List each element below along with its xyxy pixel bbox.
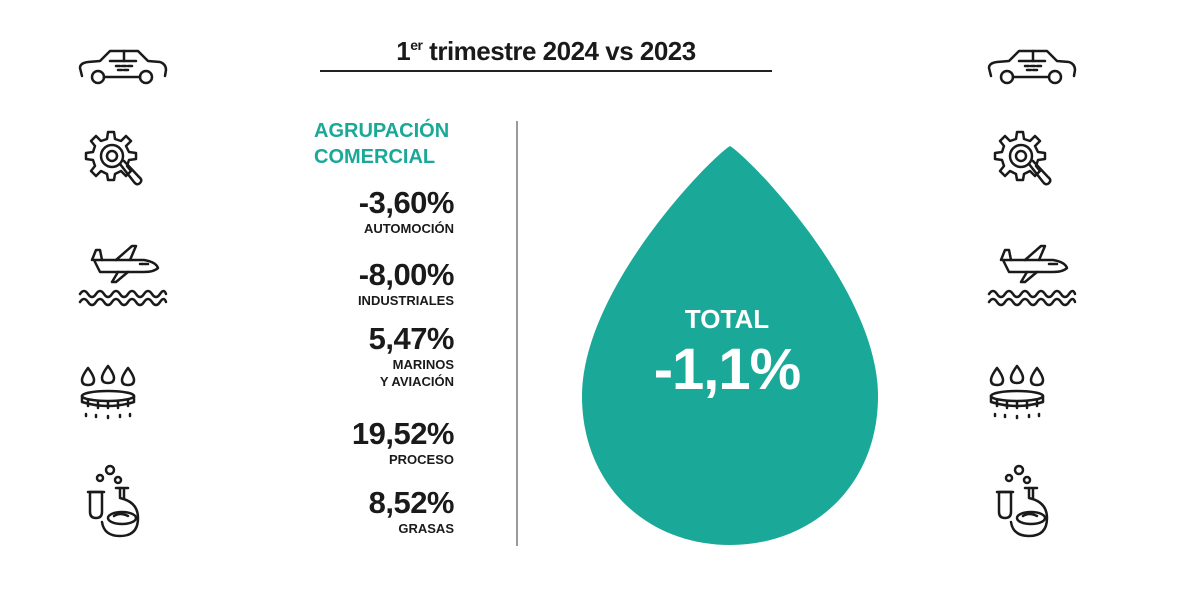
drop-fill: [582, 146, 878, 545]
item-value: 19,52%: [351, 416, 455, 451]
gear-search-icon: [993, 130, 1052, 186]
item-marinos-aviacion: 5,47% MARINOS Y AVIACIÓN: [300, 321, 455, 390]
item-label-line-1: MARINOS: [392, 357, 454, 372]
item-value: -8,00%: [358, 257, 455, 292]
title-superscript: er: [410, 37, 423, 53]
car-icon: [78, 49, 168, 85]
page-title: 1er trimestre 2024 vs 2023: [396, 36, 696, 66]
item-label-line-2: Y AVIACIÓN: [379, 374, 454, 389]
item-value: -3,60%: [358, 185, 455, 220]
item-proceso: 19,52% PROCESO: [300, 416, 455, 468]
item-label: GRASAS: [398, 521, 454, 536]
item-label: INDUSTRIALES: [357, 293, 454, 308]
drop-shape: [582, 146, 878, 545]
total-value: -1,1%: [653, 337, 802, 402]
heading-line-2: COMERCIAL: [314, 146, 436, 168]
lab-flask-icon: [995, 464, 1049, 538]
item-value: 5,47%: [368, 321, 455, 356]
title-underline: [320, 70, 772, 72]
item-label: AUTOMOCIÓN: [363, 221, 454, 236]
plane-waves-icon: [987, 244, 1077, 307]
lab-flask-icon: [86, 464, 140, 538]
item-industriales: -8,00% INDUSTRIALES: [300, 257, 455, 309]
item-grasas: 8,52% GRASAS: [300, 485, 455, 537]
category-heading: AGRUPACIÓN COMERCIAL: [300, 118, 470, 170]
heading-line-1: AGRUPACIÓN: [314, 120, 450, 142]
vertical-divider: [516, 121, 518, 546]
item-label: PROCESO: [388, 452, 454, 467]
item-value: 8,52%: [368, 485, 455, 520]
gear-search-icon: [84, 130, 143, 186]
plane-waves-icon: [78, 244, 168, 307]
car-icon: [987, 49, 1077, 85]
item-automocion: -3,60% AUTOMOCIÓN: [300, 185, 455, 237]
drops-burner-icon: [80, 364, 136, 420]
drops-burner-icon: [989, 364, 1045, 420]
total-label: TOTAL: [684, 304, 770, 334]
